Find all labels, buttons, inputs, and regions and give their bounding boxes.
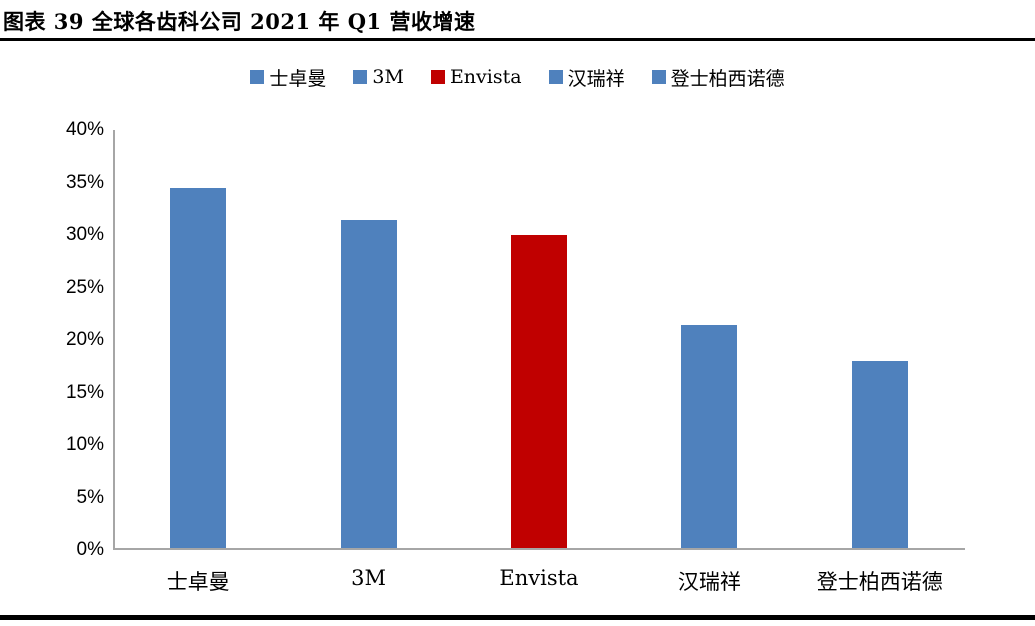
chart-legend: 士卓曼 3M Envista 汉瑞祥 登士柏西诺德 xyxy=(0,62,1035,92)
bottom-border xyxy=(0,615,1035,620)
legend-swatch-icon xyxy=(353,70,368,84)
legend-label: 士卓曼 xyxy=(269,67,327,90)
bar-2-Envista xyxy=(511,235,567,548)
y-tick-label-5: 5% xyxy=(76,486,104,508)
legend-label: 汉瑞祥 xyxy=(567,67,625,90)
legend-swatch-icon xyxy=(430,70,445,84)
bar-3-汉瑞祥 xyxy=(681,325,738,548)
legend-label: 3M xyxy=(372,66,404,88)
y-tick-label-15: 15% xyxy=(65,381,104,403)
title-divider xyxy=(0,38,1035,41)
x-label-1: 3M xyxy=(351,566,387,590)
legend-item-3: 汉瑞祥 xyxy=(548,64,625,91)
legend-swatch-icon xyxy=(651,70,666,84)
y-tick-label-30: 30% xyxy=(65,224,104,245)
x-label-3: 汉瑞祥 xyxy=(677,570,741,594)
x-label-0: 士卓曼 xyxy=(166,570,230,594)
legend-swatch-icon xyxy=(250,70,265,84)
y-tick-label-20: 20% xyxy=(65,329,104,350)
legend-item-4: 登士柏西诺德 xyxy=(651,64,785,91)
legend-item-2: Envista xyxy=(430,66,522,88)
y-tick-label-0: 0% xyxy=(76,539,104,560)
legend-label: 登士柏西诺德 xyxy=(670,67,785,90)
x-label-2: Envista xyxy=(499,566,579,590)
plot-area xyxy=(113,130,965,550)
y-tick-label-10: 10% xyxy=(65,434,104,455)
y-tick-label-35: 35% xyxy=(65,171,104,193)
legend-item-1: 3M xyxy=(353,66,404,88)
legend-label: Envista xyxy=(449,66,522,88)
bar-0-士卓曼 xyxy=(170,187,227,548)
figure-title: 图表 39 全球各齿科公司 2021 年 Q1 营收增速 xyxy=(3,9,476,34)
legend-item-0: 士卓曼 xyxy=(250,64,326,91)
x-label-4: 登士柏西诺德 xyxy=(816,570,943,594)
bar-4-登士柏西诺德 xyxy=(851,361,908,548)
legend-swatch-icon xyxy=(548,70,563,84)
y-tick-label-40: 40% xyxy=(65,119,104,140)
bar-1-3M xyxy=(340,220,397,548)
y-tick-label-25: 25% xyxy=(65,276,104,298)
